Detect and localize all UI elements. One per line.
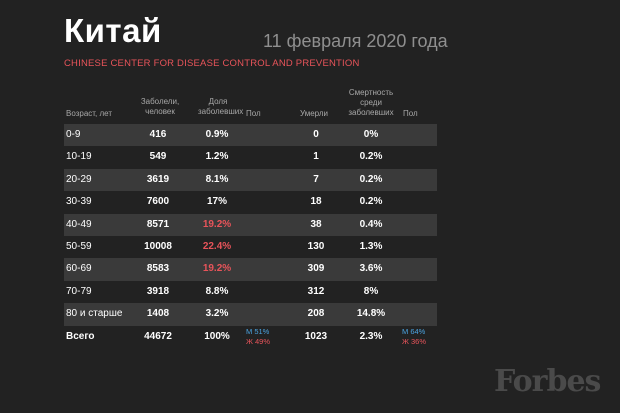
sick-count: 416 (149, 129, 167, 140)
sick-share: 1.2% (205, 151, 229, 163)
age-table: 0-9 416 0.9% 0 0% 10-19 549 1.2% 1 0.2% 20-29 3619 8… (64, 124, 437, 348)
table-row: 50-59 10008 22.4% 130 1.3% (64, 236, 437, 258)
total-share: 100% (204, 330, 230, 342)
mortality-rate: 8% (363, 285, 379, 297)
report-date: 11 февраля 2020 года (263, 31, 448, 51)
mortality-rate: 0.2% (359, 196, 383, 208)
header-sex-sick: Пол (246, 109, 261, 118)
sex-died-female: Ж 36% (402, 337, 427, 346)
sick-share: 3.2% (205, 308, 229, 320)
total-row: Всего 44672 100% 1023 2.3% (64, 326, 437, 348)
died-count: 18 (310, 196, 322, 208)
sick-share: 0.9% (205, 129, 229, 140)
mortality-rate: 0% (363, 129, 379, 140)
age-group: 80 и старше (66, 308, 123, 320)
age-group: 10-19 (66, 151, 92, 163)
total-died: 1023 (304, 330, 328, 342)
mortality-rate: 0.2% (359, 173, 383, 185)
header-sex-died: Пол (403, 109, 418, 118)
sick-count: 1408 (146, 308, 170, 320)
table-row: 40-49 8571 19.2% 38 0.4% (64, 213, 437, 236)
mortality-rate: 0.2% (359, 151, 383, 163)
header-mortality: Смертность среди заболевших (348, 88, 394, 117)
mortality-rate: 14.8% (356, 308, 386, 320)
total-mortality: 2.3% (359, 330, 383, 342)
sex-sick-female: Ж 49% (246, 337, 271, 346)
table-row: 20-29 3619 8.1% 7 0.2% (64, 168, 437, 192)
died-count: 309 (307, 263, 325, 275)
sex-died-male: М 64% (402, 327, 426, 336)
data-source: CHINESE CENTER FOR DISEASE CONTROL AND P… (64, 58, 360, 69)
sex-sick-male: М 51% (246, 327, 270, 336)
died-count: 312 (307, 285, 325, 297)
total-label: Всего (66, 330, 95, 342)
header-sick-share: Доля заболевших (198, 97, 244, 116)
died-count: 208 (307, 308, 325, 320)
sick-count: 7600 (146, 196, 170, 208)
died-count: 1 (313, 151, 319, 163)
age-group: 70-79 (66, 285, 92, 297)
sick-share: 19.2% (202, 218, 232, 230)
table-row: 80 и старше 1408 3.2% 208 14.8% (64, 303, 437, 326)
table-row: 0-9 416 0.9% 0 0% (64, 124, 437, 147)
mortality-rate: 3.6% (359, 263, 383, 275)
age-group: 40-49 (66, 218, 92, 230)
sick-share: 8.8% (205, 285, 229, 297)
mortality-rate: 0.4% (359, 218, 383, 230)
age-group: 20-29 (66, 173, 92, 185)
sick-count: 3619 (146, 173, 170, 185)
sick-share: 22.4% (202, 240, 232, 252)
age-group: 0-9 (66, 129, 81, 140)
table-row: 10-19 549 1.2% 1 0.2% (64, 146, 437, 168)
table-row: 30-39 7600 17% 18 0.2% (64, 191, 437, 213)
mortality-rate: 1.3% (359, 240, 383, 252)
total-sick: 44672 (144, 330, 172, 342)
page-title: Китай (64, 12, 162, 49)
sick-count: 3918 (146, 285, 170, 297)
age-group: 60-69 (66, 263, 92, 275)
header-died: Умерли (300, 109, 328, 118)
sick-count: 549 (149, 151, 167, 163)
table-row: 60-69 8583 19.2% 309 3.6% (64, 258, 437, 281)
header-sick: Заболели, человек (140, 97, 180, 116)
died-count: 38 (310, 218, 322, 230)
header-age: Возраст, лет (66, 109, 112, 118)
age-group: 50-59 (66, 240, 92, 252)
died-count: 130 (307, 240, 325, 252)
died-count: 0 (313, 129, 319, 140)
sick-count: 8583 (146, 263, 170, 275)
table-row: 70-79 3918 8.8% 312 8% (64, 281, 437, 303)
sick-share: 19.2% (202, 263, 232, 275)
sick-count: 10008 (144, 240, 172, 252)
forbes-logo: Forbes (494, 364, 601, 399)
died-count: 7 (313, 173, 319, 185)
sick-share: 8.1% (205, 173, 229, 185)
sick-share: 17% (206, 196, 227, 208)
sick-count: 8571 (146, 218, 170, 230)
age-group: 30-39 (66, 196, 92, 208)
